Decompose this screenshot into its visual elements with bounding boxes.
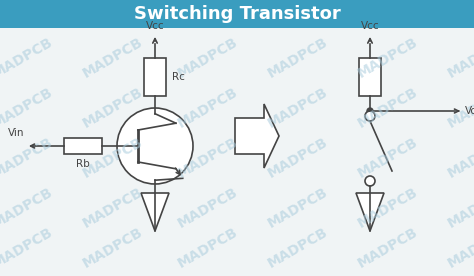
Text: MADPCB: MADPCB: [0, 35, 55, 81]
Text: MADPCB: MADPCB: [265, 135, 330, 181]
Circle shape: [365, 176, 375, 186]
Text: MADPCB: MADPCB: [265, 185, 330, 231]
Polygon shape: [356, 193, 384, 231]
Text: MADPCB: MADPCB: [175, 225, 240, 271]
Text: MADPCB: MADPCB: [0, 85, 55, 131]
Text: MADPCB: MADPCB: [175, 85, 240, 131]
Circle shape: [117, 108, 193, 184]
Bar: [0, 0, 474, 28]
Text: MADPCB: MADPCB: [265, 225, 330, 271]
Text: MADPCB: MADPCB: [355, 35, 420, 81]
Text: MADPCB: MADPCB: [0, 225, 55, 271]
Polygon shape: [141, 193, 169, 231]
Text: MADPCB: MADPCB: [445, 135, 474, 181]
Text: MADPCB: MADPCB: [80, 135, 145, 181]
Bar: [144, 58, 166, 96]
Text: MADPCB: MADPCB: [175, 185, 240, 231]
Text: Vin: Vin: [8, 128, 24, 138]
Text: MADPCB: MADPCB: [445, 225, 474, 271]
Circle shape: [367, 108, 373, 114]
Bar: [359, 58, 381, 96]
Text: MADPCB: MADPCB: [0, 135, 55, 181]
Text: MADPCB: MADPCB: [80, 185, 145, 231]
Text: MADPCB: MADPCB: [80, 35, 145, 81]
Text: MADPCB: MADPCB: [355, 135, 420, 181]
Text: MADPCB: MADPCB: [445, 185, 474, 231]
Text: MADPCB: MADPCB: [355, 225, 420, 271]
Text: Vcc: Vcc: [361, 21, 379, 31]
Text: MADPCB: MADPCB: [445, 35, 474, 81]
Text: Vcc: Vcc: [146, 21, 164, 31]
Text: MADPCB: MADPCB: [80, 85, 145, 131]
Text: MADPCB: MADPCB: [355, 85, 420, 131]
Text: Vo: Vo: [465, 106, 474, 116]
Text: MADPCB: MADPCB: [355, 185, 420, 231]
Polygon shape: [235, 104, 279, 168]
Text: MADPCB: MADPCB: [175, 135, 240, 181]
Text: MADPCB: MADPCB: [445, 85, 474, 131]
Circle shape: [365, 111, 375, 121]
Bar: [64, 138, 102, 154]
Text: MADPCB: MADPCB: [0, 185, 55, 231]
Text: Rb: Rb: [76, 159, 90, 169]
Text: MADPCB: MADPCB: [175, 35, 240, 81]
Text: Switching Transistor: Switching Transistor: [134, 5, 340, 23]
Text: MADPCB: MADPCB: [265, 85, 330, 131]
Text: Rc: Rc: [172, 72, 185, 82]
Text: MADPCB: MADPCB: [80, 225, 145, 271]
Text: MADPCB: MADPCB: [265, 35, 330, 81]
